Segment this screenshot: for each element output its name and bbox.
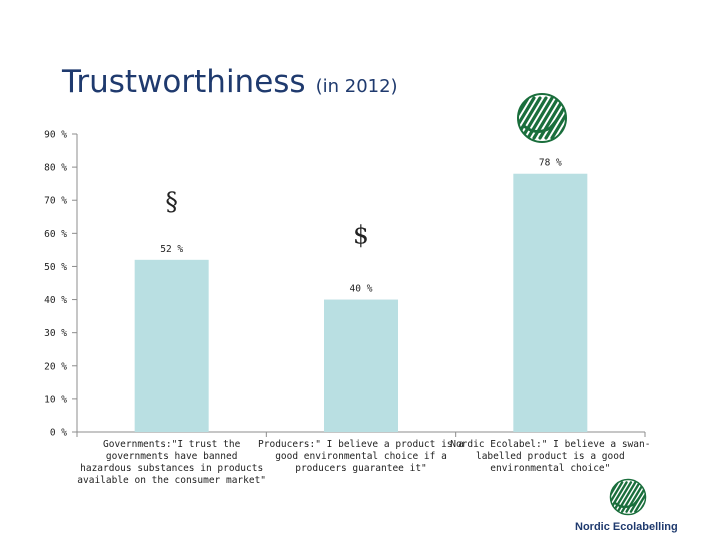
category-label: Governments:"I trust the governments have… [77, 439, 266, 486]
data-label: 40 % [350, 284, 373, 295]
chart-title: Trustworthiness [62, 64, 306, 100]
data-label: 52 % [160, 244, 183, 255]
y-tick-label: 50 % [44, 262, 67, 273]
page-title: Trustworthiness (in 2012) [62, 62, 398, 100]
y-tick-label: 30 % [44, 328, 67, 339]
chart-subtitle: (in 2012) [315, 76, 398, 97]
bar [513, 173, 588, 432]
brand-name: Nordic Ecolabelling [575, 521, 678, 533]
bar [134, 259, 209, 432]
y-tick-label: 90 % [44, 130, 67, 141]
data-label: 78 % [539, 158, 562, 169]
y-tick-label: 40 % [44, 295, 67, 306]
y-tick-label: 0 % [50, 428, 67, 439]
y-tick-label: 60 % [44, 229, 67, 240]
annotation-symbol: $ [353, 220, 369, 249]
y-tick-label: 80 % [44, 163, 67, 174]
y-tick-label: 10 % [44, 394, 67, 405]
swan-logo-small-icon [609, 478, 647, 516]
y-tick-label: 20 % [44, 361, 67, 372]
category-label: Producers:" I believe a product is a good… [258, 439, 464, 474]
y-tick-label: 70 % [44, 196, 67, 207]
bar [324, 299, 398, 432]
category-label: Nordic Ecolabel:" I believe a swan-label… [450, 439, 650, 474]
annotation-symbol: § [165, 187, 178, 216]
swan-logo-icon [517, 93, 567, 143]
